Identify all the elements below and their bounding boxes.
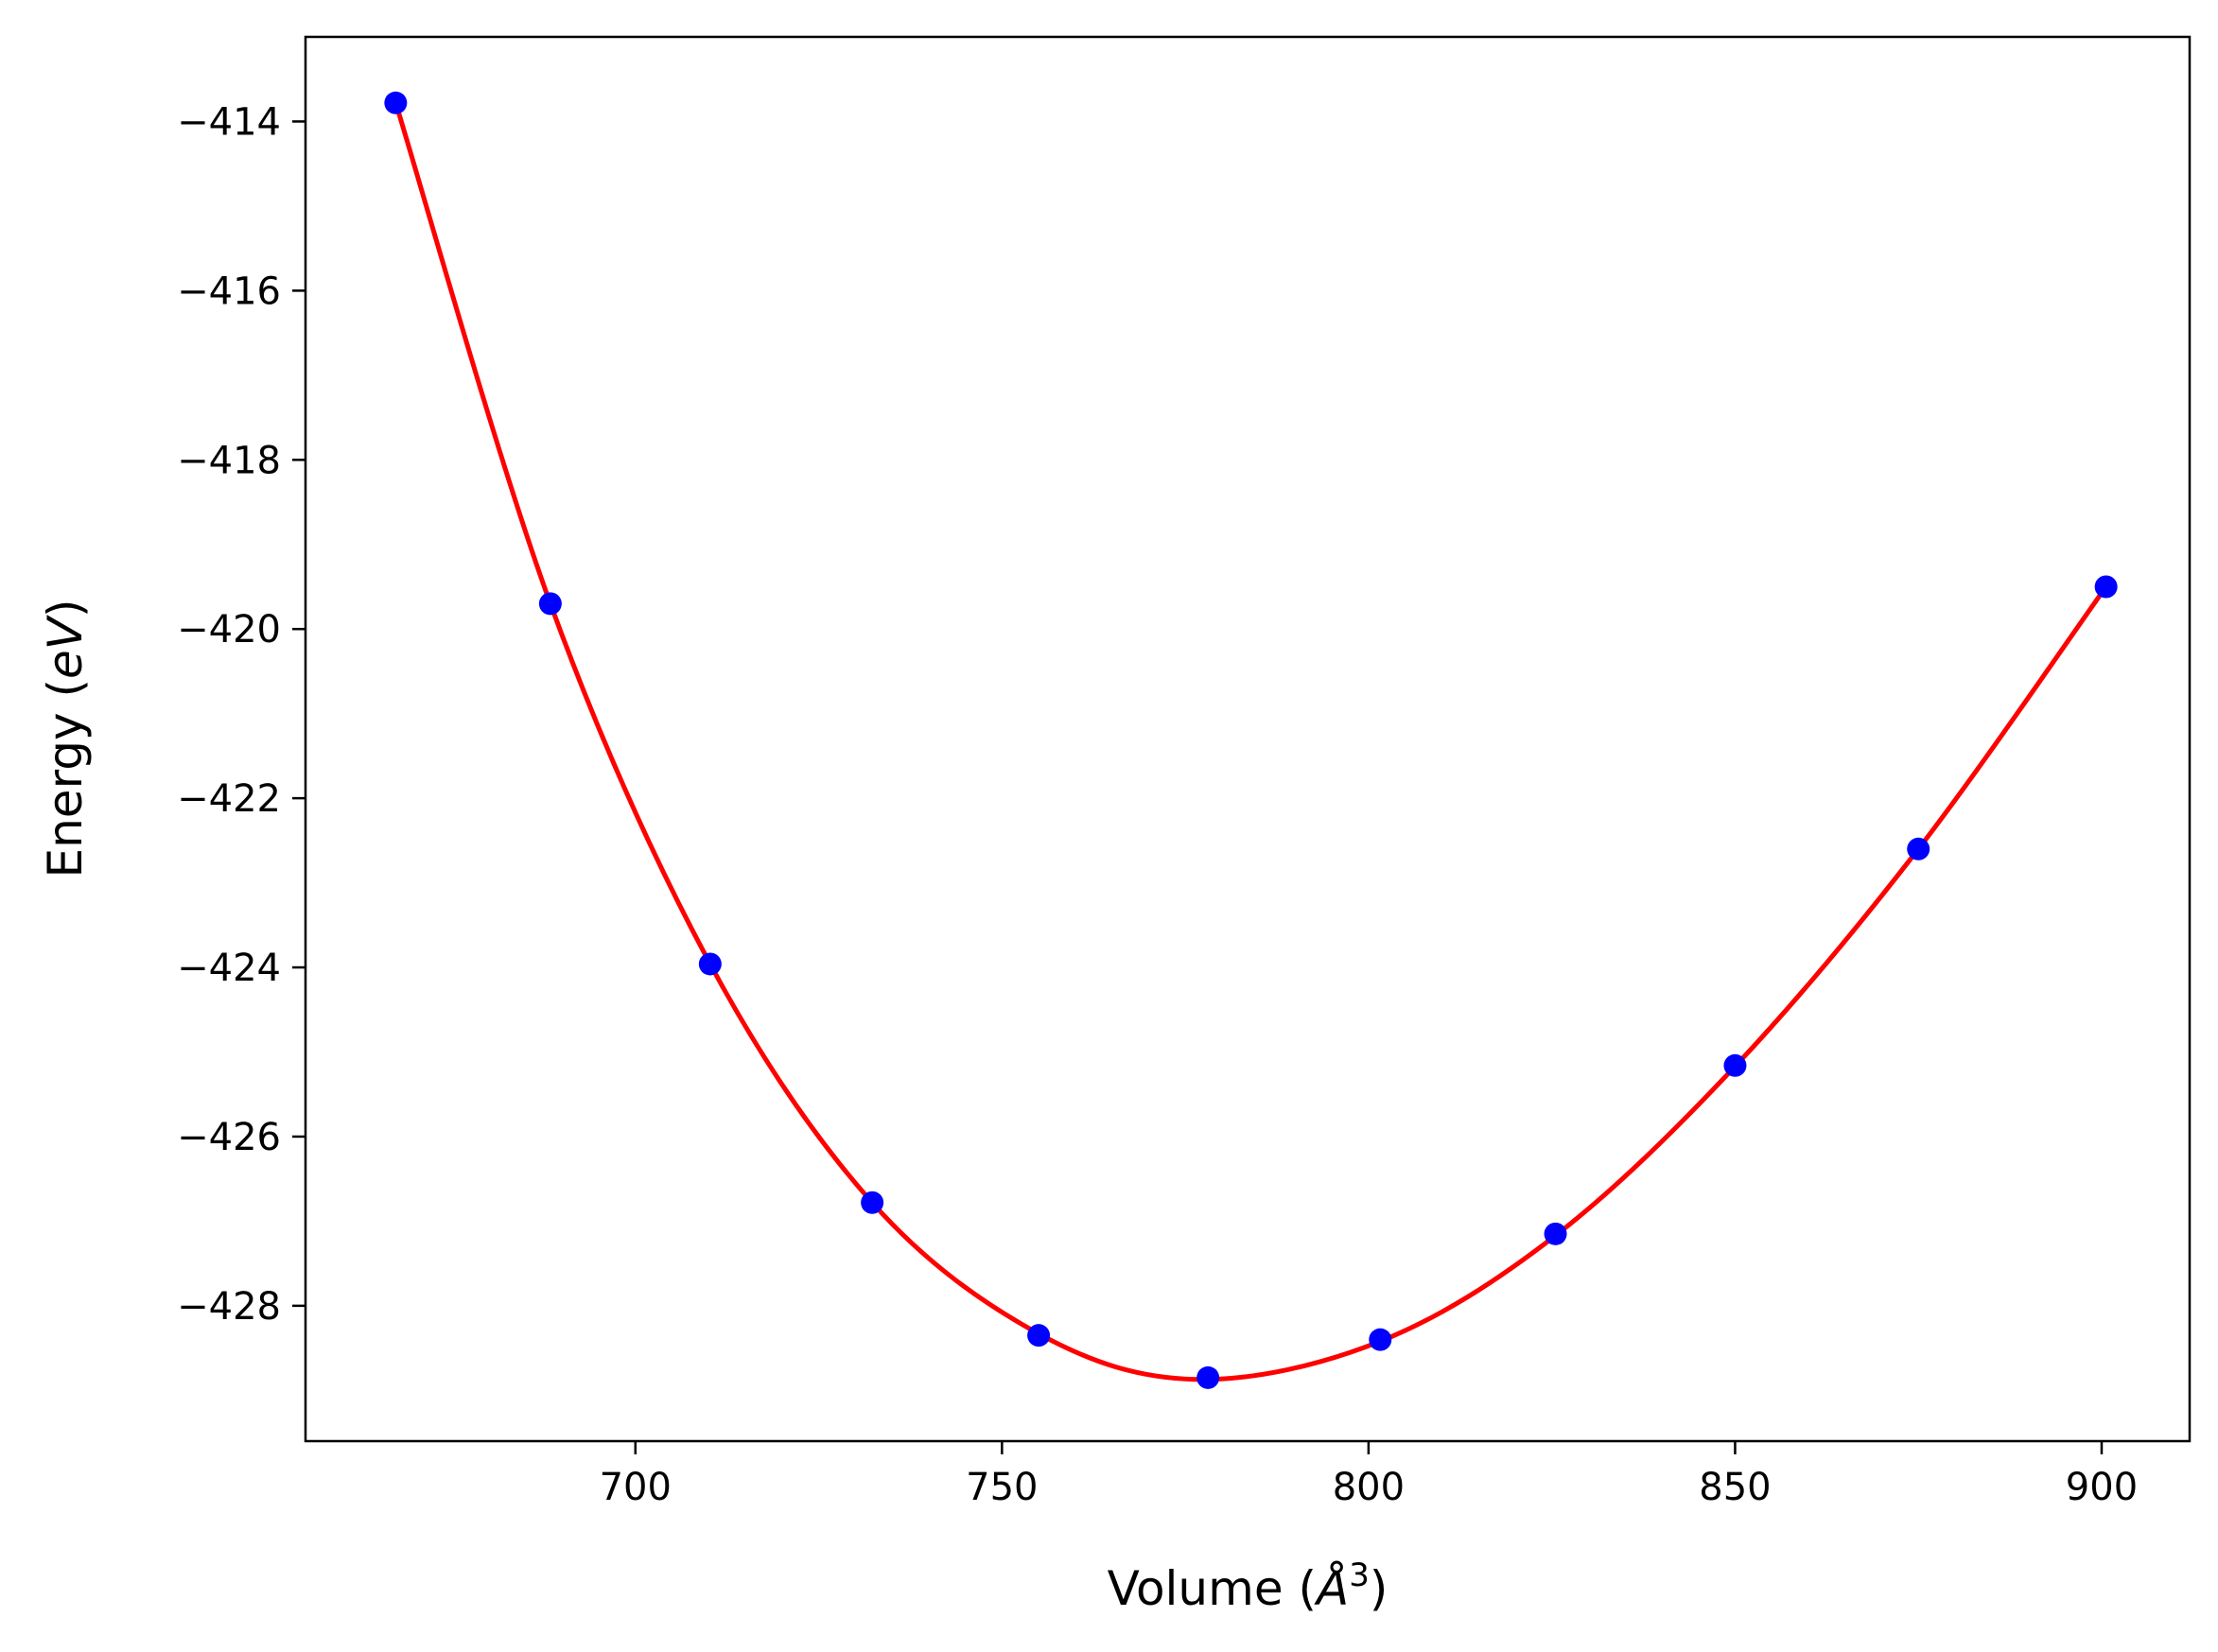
- y-axis-ticks: −414 −416 −418 −420 −422 −424 −426 −428: [177, 100, 306, 1329]
- axes-frame: [304, 35, 2192, 1443]
- data-point: [1907, 837, 1930, 861]
- x-tick-label: 850: [1699, 1466, 1771, 1509]
- data-point: [1723, 1053, 1747, 1077]
- y-tick-label: −418: [177, 439, 281, 482]
- y-tick-label: −426: [177, 1116, 281, 1159]
- x-axis-ticks: 700 750 800 850 900: [600, 1441, 2138, 1509]
- y-tick-label: −422: [177, 777, 281, 821]
- x-tick-label: 900: [2066, 1466, 2138, 1509]
- y-axis-label-symbol: eV: [38, 614, 93, 679]
- y-axis-label-prefix: Energy (: [38, 679, 93, 878]
- x-axis-label-suffix: ): [1370, 1561, 1388, 1616]
- x-axis-label-symbol: Å: [1314, 1561, 1349, 1616]
- fit-curve-line: [393, 100, 2109, 1382]
- data-point: [1027, 1324, 1051, 1348]
- y-tick-label: −428: [177, 1285, 281, 1329]
- data-point: [1544, 1222, 1567, 1245]
- data-point: [861, 1191, 884, 1214]
- x-tick-label: 700: [600, 1466, 672, 1509]
- y-tick-label: −424: [177, 947, 281, 990]
- x-axis-label-prefix: Volume (: [1108, 1561, 1317, 1616]
- data-point: [1369, 1328, 1392, 1351]
- data-point: [384, 91, 408, 114]
- x-tick-label: 800: [1333, 1466, 1405, 1509]
- plot-area: [306, 37, 2190, 1441]
- x-tick-label: 750: [966, 1466, 1038, 1509]
- data-point: [538, 592, 562, 616]
- y-axis-label-suffix: ): [38, 600, 93, 618]
- x-axis-label: Volume (Å3): [1108, 1556, 1388, 1616]
- y-tick-label: −414: [177, 100, 281, 144]
- y-tick-label: −420: [177, 608, 281, 652]
- data-point: [2094, 575, 2118, 599]
- y-tick-label: −416: [177, 270, 281, 313]
- data-points-layer: [384, 91, 2118, 1389]
- data-point: [1196, 1365, 1220, 1389]
- data-point: [698, 952, 722, 976]
- x-axis-label-exponent: 3: [1349, 1556, 1370, 1594]
- y-axis-label: Energy (eV): [38, 600, 93, 878]
- fit-curve-layer: [393, 100, 2109, 1382]
